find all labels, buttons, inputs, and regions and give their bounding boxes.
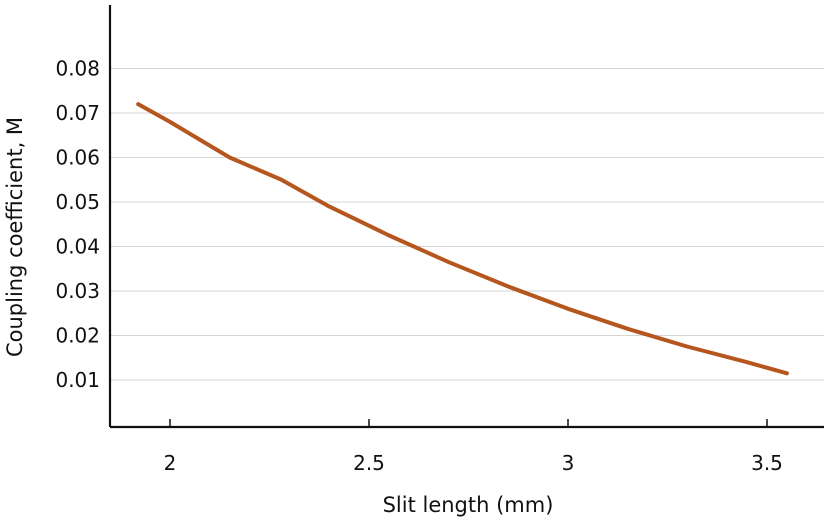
x-tick-label: 2 bbox=[164, 451, 177, 475]
y-tick-label: 0.04 bbox=[55, 235, 100, 259]
y-tick-labels: 0.01 0.02 0.03 0.04 0.05 0.06 0.07 0.08 bbox=[55, 57, 100, 393]
x-tick-label: 2.5 bbox=[353, 451, 385, 475]
x-tick-labels: 2 2.5 3 3.5 bbox=[164, 419, 783, 475]
y-axis-title: Coupling coefficient, M bbox=[3, 117, 27, 357]
y-tick-label: 0.02 bbox=[55, 324, 100, 348]
y-tick-label: 0.08 bbox=[55, 57, 100, 81]
y-tick-label: 0.03 bbox=[55, 279, 100, 303]
x-tick-label: 3.5 bbox=[751, 451, 783, 475]
y-tick-label: 0.07 bbox=[55, 101, 100, 125]
y-tick-label: 0.06 bbox=[55, 146, 100, 170]
series-group bbox=[136, 102, 789, 376]
x-tick-label: 3 bbox=[562, 451, 575, 475]
y-tick-label: 0.05 bbox=[55, 190, 100, 214]
grid-lines bbox=[111, 68, 824, 381]
y-tick-label: 0.01 bbox=[55, 368, 100, 392]
series-line bbox=[136, 102, 789, 376]
x-axis-title: Slit length (mm) bbox=[383, 493, 554, 517]
